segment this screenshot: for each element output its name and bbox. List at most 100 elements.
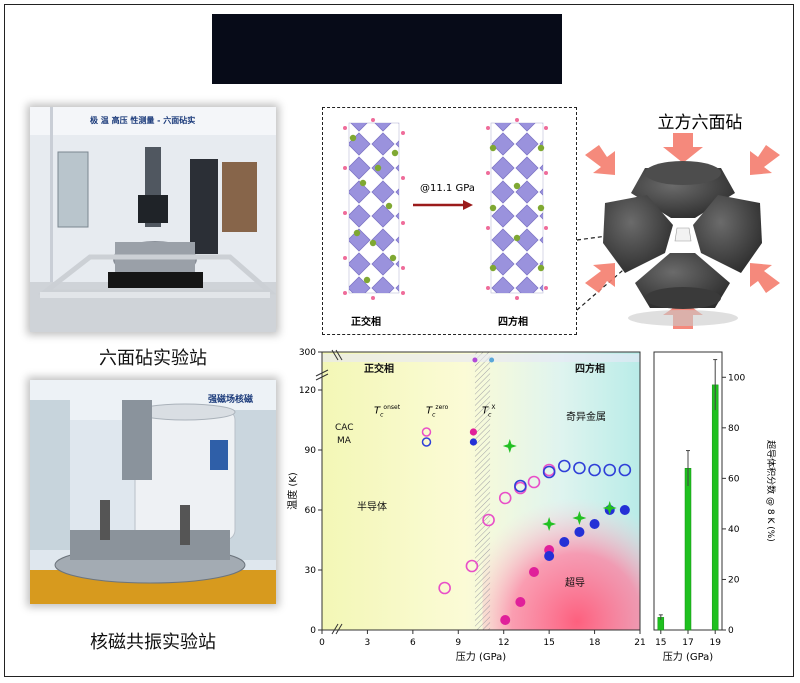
volume-fraction-bar — [711, 384, 719, 631]
y-tick-label: 90 — [305, 446, 317, 456]
nmr-station-caption: 核磁共振实验站 — [90, 632, 216, 653]
x-axis-break — [331, 349, 339, 361]
legend-ma-label: MA — [337, 436, 351, 446]
data-point-zero-ma — [559, 537, 570, 547]
x-tick-label: 15 — [543, 638, 554, 648]
bar-x-axis-label: 压力 (GPa) — [663, 650, 714, 663]
data-point-onset-cac — [498, 491, 512, 505]
cubic-station-sign: 极 温 高压 性测量 - 六面砧实 — [90, 116, 196, 125]
top-band — [322, 354, 640, 362]
plot-border — [321, 351, 641, 631]
data-point-tc-x — [602, 501, 617, 515]
x-tick-label: 12 — [498, 638, 509, 648]
bar-axes: 15 17 19 0 20 40 60 80 100 — [653, 351, 745, 648]
x-tick-label: 0 — [319, 638, 325, 648]
cubic-anvil-title: 立方六面砧 — [657, 113, 743, 133]
data-point-zero-cac — [529, 567, 539, 577]
x-tick-label: 3 — [365, 638, 371, 648]
data-point-onset-ma — [542, 465, 556, 479]
data-point-zero-ma — [619, 505, 630, 515]
data-point-onset-cac — [482, 513, 495, 527]
bar-y-tick-label: 80 — [728, 424, 740, 434]
data-point-zero-ma — [574, 527, 585, 537]
data-point-tc-x — [502, 439, 517, 453]
plot-background — [321, 351, 641, 631]
crystal-structures — [343, 118, 548, 300]
data-point-onset-cac — [465, 559, 479, 573]
x-tick-label: 21 — [634, 638, 645, 648]
y-axis-break — [315, 369, 329, 377]
x-tick-label: 9 — [455, 638, 461, 648]
figure-frame — [4, 4, 794, 677]
bar-marks — [657, 359, 719, 631]
data-point-onset-ma — [557, 459, 571, 473]
legend-tc-onset: Tconset — [374, 404, 401, 419]
data-point-onset-ma — [603, 463, 617, 477]
x-axis-label: 压力 (GPa) — [456, 650, 507, 663]
strange-metal-label: 奇异金属 — [566, 412, 606, 423]
legend-marker-ma-onset — [421, 437, 432, 447]
data-point-tc-x — [572, 511, 587, 525]
data-point-zero-ma — [589, 519, 600, 529]
superconducting-region — [482, 464, 640, 630]
bar-x-tick-label: 15 — [655, 638, 666, 648]
orthorhombic-label: 正交相 — [351, 317, 381, 328]
y-tick-label: 0 — [310, 626, 316, 636]
x-tick-label: 18 — [589, 638, 601, 648]
data-point-tc-x — [542, 517, 557, 531]
crystal-structure-panel: @11.1 GPa 正交相 四方相 — [322, 107, 577, 335]
orthorhombic-structure — [343, 118, 405, 300]
legend-marker-ma-zero — [469, 438, 478, 446]
x-tick-label: 6 — [410, 638, 416, 648]
top-band-point — [472, 357, 478, 363]
blurred-banner — [212, 14, 562, 84]
y-tick-label: 120 — [299, 386, 316, 396]
tetragonal-label: 四方相 — [498, 317, 528, 328]
y-tick-label: 300 — [299, 348, 316, 358]
bar-x-tick-label: 19 — [709, 638, 721, 648]
cubic-station-caption: 六面砧实验站 — [99, 348, 207, 369]
y-axis-break — [315, 373, 329, 381]
cubic-anvil-illustration — [585, 133, 780, 329]
superconductor-label: 超导 — [565, 578, 585, 589]
bar-y-tick-label: 20 — [728, 575, 740, 585]
x-axis-break — [335, 349, 343, 361]
nmr-station-sign: 强磁场核磁 — [208, 395, 254, 405]
y-tick-label: 60 — [305, 506, 317, 516]
bar-y-tick-label: 100 — [728, 373, 745, 383]
nmr-station-photo: 强磁场核磁 — [30, 380, 276, 604]
x-axis-break — [335, 623, 343, 635]
data-point-zero-cac — [515, 597, 526, 607]
data-point-onset-ma — [588, 463, 601, 477]
data-point-zero-ma — [544, 551, 555, 561]
bar-y-tick-label: 40 — [728, 525, 740, 535]
y-axis-label: 温度 (K) — [286, 472, 299, 510]
data-point-onset-cac — [527, 475, 541, 489]
cubic-anvil-station-photo: 极 温 高压 性测量 - 六面砧实 — [30, 107, 276, 332]
bar-y-tick-label: 60 — [728, 474, 740, 484]
data-point-onset-ma — [618, 463, 632, 477]
y-tick-label: 30 — [305, 566, 317, 576]
transition-arrow — [413, 200, 473, 210]
data-point-onset-ma — [573, 461, 586, 475]
phase-axes: 0 3 6 9 12 15 18 21 0 30 60 90 120 300 — [299, 348, 646, 648]
semiconductor-label: 半导体 — [357, 502, 387, 513]
data-point-zero-cac — [500, 615, 511, 625]
phase-diagram: 0 3 6 9 12 15 18 21 0 30 60 90 120 300 压力 (GPa) 温度 (K… — [286, 348, 646, 663]
ortho-region-label: 正交相 — [364, 364, 394, 375]
data-point-onset-cac — [438, 581, 451, 595]
x-axis-break — [331, 623, 339, 635]
legend-marker-cac-onset — [421, 427, 432, 437]
tetra-region-label: 四方相 — [575, 364, 605, 375]
legend-tc-x: TcX — [482, 404, 496, 419]
phase-marks — [421, 357, 632, 625]
legend-cac-label: CAC — [335, 423, 354, 433]
bar-y-tick-label: 0 — [728, 626, 734, 636]
legend-tc-zero: Tczero — [426, 404, 449, 419]
transition-hatch-band — [474, 352, 491, 630]
tetragonal-structure — [486, 118, 548, 300]
bar-x-tick-label: 17 — [682, 638, 693, 648]
data-point-onset-ma — [514, 479, 527, 493]
bar-y-axis-label: 超导体积分数 @ 8 K (%) — [765, 440, 777, 542]
volume-fraction-chart: 15 17 19 0 20 40 60 80 100 压力 (GPa) 超导体积分数 @ 8 K… — [653, 351, 777, 663]
